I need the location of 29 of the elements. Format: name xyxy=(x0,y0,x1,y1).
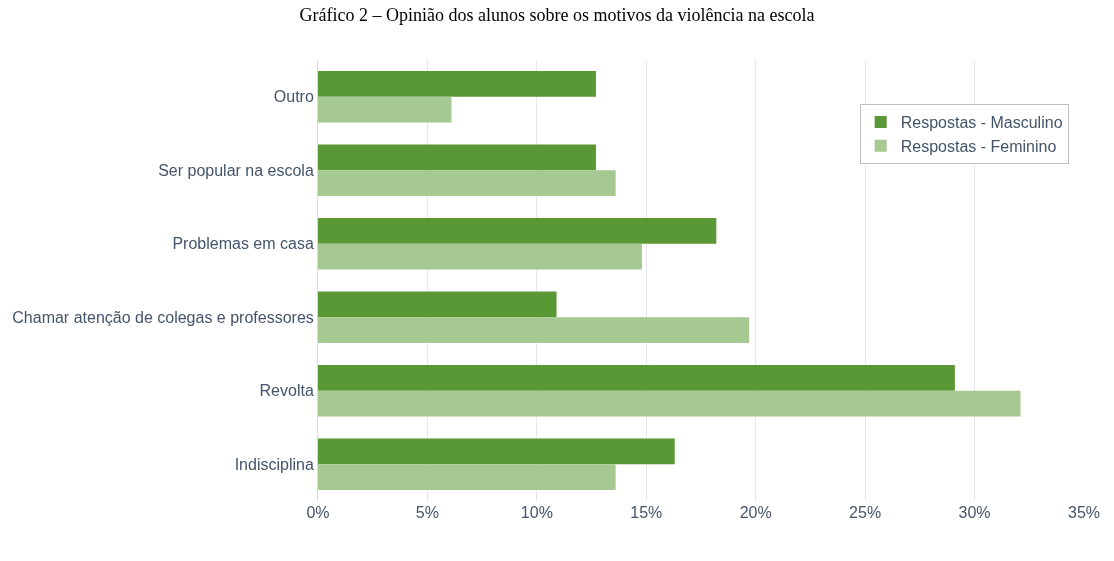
x-tick-label: 20% xyxy=(739,504,772,521)
x-tick-label: 30% xyxy=(958,504,991,521)
bar xyxy=(318,291,557,318)
y-tick-label: Problemas em casa xyxy=(172,235,314,253)
bar xyxy=(318,96,452,123)
y-tick-label: Indisciplina xyxy=(234,455,314,473)
x-tick-label: 10% xyxy=(520,504,553,521)
bar xyxy=(318,390,1021,417)
bar xyxy=(318,144,596,171)
chart-title: Gráfico 2 – Opinião dos alunos sobre os motivos da violência na escola xyxy=(299,5,815,26)
bar xyxy=(318,365,955,391)
bar xyxy=(318,317,750,343)
legend-label: Respostas - Masculino xyxy=(900,114,1063,132)
y-tick-label: Outro xyxy=(273,88,314,106)
y-tick-label: Ser popular na escola xyxy=(158,161,314,179)
x-tick-label: 25% xyxy=(849,504,882,521)
x-tick-label: 5% xyxy=(415,504,439,521)
y-tick-label: Chamar atenção de colegas e professores xyxy=(12,308,314,326)
x-tick-label: 35% xyxy=(1067,504,1101,521)
bar xyxy=(318,71,596,97)
bar xyxy=(318,464,616,490)
bar xyxy=(318,438,675,465)
x-tick-label: 15% xyxy=(630,504,663,521)
legend-label: Respostas - Feminino xyxy=(900,138,1057,156)
bar xyxy=(318,218,717,244)
x-tick-label: 0% xyxy=(306,504,330,521)
bar xyxy=(318,170,616,196)
bar xyxy=(318,243,642,270)
y-tick-label: Revolta xyxy=(259,382,314,400)
